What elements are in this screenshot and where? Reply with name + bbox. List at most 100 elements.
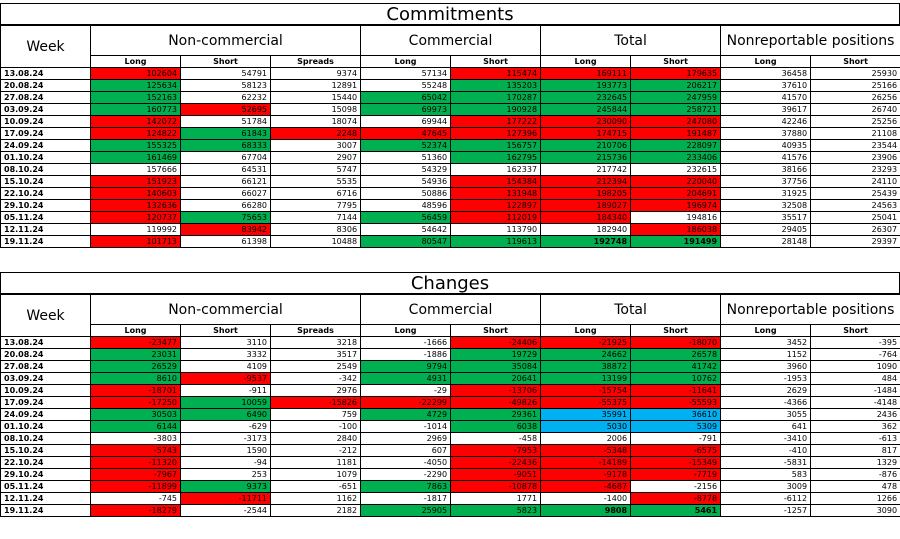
commercial-header: Commercial — [360, 25, 542, 56]
sub-header: Short — [630, 55, 722, 68]
table-row: 17.09.24 -17250 10059 -15826 -22299 -49826 -55… — [0, 396, 900, 409]
value-cell: 24110 — [810, 175, 900, 188]
table-row: 27.08.24 26529 4109 2549 9794 35084 38872 41742… — [0, 360, 900, 373]
value-cell: 61843 — [180, 127, 271, 140]
value-cell: -1400 — [540, 492, 632, 505]
value-cell: 127396 — [450, 127, 542, 140]
value-cell: -6112 — [720, 492, 812, 505]
value-cell: -29 — [360, 384, 452, 397]
value-cell: -395 — [810, 336, 900, 349]
value-cell: 1079 — [269, 468, 362, 481]
value-cell: 233406 — [630, 151, 722, 164]
value-cell: 3110 — [180, 336, 271, 349]
value-cell: 142072 — [90, 115, 181, 128]
value-cell: -13706 — [450, 384, 542, 397]
value-cell: 583 — [720, 468, 812, 481]
value-cell: 1590 — [180, 444, 271, 457]
table-row: 15.10.24 151923 66121 5535 54936 154384 212394… — [0, 175, 900, 188]
value-cell: 10762 — [630, 372, 722, 385]
week-cell: 17.09.24 — [0, 396, 91, 409]
week-cell: 12.11.24 — [0, 492, 91, 505]
value-cell: 25166 — [810, 79, 900, 92]
week-header: Week — [0, 294, 91, 337]
value-cell: 37610 — [720, 79, 812, 92]
value-cell: 177222 — [450, 115, 542, 128]
value-cell: 66280 — [180, 199, 271, 212]
value-cell: 6144 — [90, 420, 181, 433]
value-cell: -9178 — [540, 468, 632, 481]
week-cell: 27.08.24 — [0, 360, 91, 373]
value-cell: -613 — [810, 432, 900, 445]
value-cell: 52695 — [180, 103, 271, 116]
sub-header: Long — [360, 55, 452, 68]
value-cell: 3332 — [180, 348, 271, 361]
value-cell: -49826 — [450, 396, 542, 409]
value-cell: 122897 — [450, 199, 542, 212]
value-cell: 2006 — [540, 432, 632, 445]
value-cell: 151923 — [90, 175, 181, 188]
value-cell: 51784 — [180, 115, 271, 128]
value-cell: 112019 — [450, 211, 542, 224]
value-cell: 24662 — [540, 348, 632, 361]
value-cell: 18074 — [269, 115, 362, 128]
value-cell: 54642 — [360, 223, 452, 236]
value-cell: -212 — [269, 444, 362, 457]
value-cell: 35517 — [720, 211, 812, 224]
week-cell: 13.08.24 — [0, 67, 91, 80]
value-cell: 154384 — [450, 175, 542, 188]
value-cell: 2549 — [269, 360, 362, 373]
value-cell: 30503 — [90, 408, 181, 421]
value-cell: 55248 — [360, 79, 452, 92]
value-cell: 193773 — [540, 79, 632, 92]
value-cell: 8306 — [269, 223, 362, 236]
week-cell: 01.10.24 — [0, 151, 91, 164]
value-cell: -10878 — [450, 480, 542, 493]
value-cell: 23293 — [810, 163, 900, 176]
changes-title: Changes — [0, 272, 900, 294]
value-cell: 7144 — [269, 211, 362, 224]
sub-header: Short — [180, 55, 271, 68]
table-row: 24.09.24 30503 6490 759 4729 29361 35991 36610 3… — [0, 408, 900, 421]
value-cell: 198205 — [540, 187, 632, 200]
sub-header: Spreads — [269, 324, 362, 337]
value-cell: 157666 — [90, 163, 181, 176]
value-cell: 196974 — [630, 199, 722, 212]
value-cell: 5030 — [540, 420, 632, 433]
value-cell: 101713 — [90, 235, 181, 248]
value-cell: -18070 — [630, 336, 722, 349]
value-cell: 1181 — [269, 456, 362, 469]
value-cell: -2544 — [180, 504, 271, 517]
table-row: 05.11.24 -11899 9373 -651 7863 -10878 -4687 -21… — [0, 480, 900, 493]
value-cell: 759 — [269, 408, 362, 421]
value-cell: -1817 — [360, 492, 452, 505]
value-cell: 29361 — [450, 408, 542, 421]
value-cell: -5831 — [720, 456, 812, 469]
value-cell: -11641 — [630, 384, 722, 397]
week-cell: 03.09.24 — [0, 103, 91, 116]
value-cell: 38872 — [540, 360, 632, 373]
table-row: 17.09.24 124822 61843 2248 47645 127396 174715… — [0, 127, 900, 140]
table-row: 03.09.24 160773 52695 15098 69973 190928 24584… — [0, 103, 900, 116]
sub-header: Short — [450, 324, 542, 337]
value-cell: 113790 — [450, 223, 542, 236]
value-cell: -8778 — [630, 492, 722, 505]
commitments-section: Commitments Week Non-commercial Commercial… — [0, 3, 900, 248]
sub-header: Short — [810, 324, 900, 337]
value-cell: -3803 — [90, 432, 181, 445]
week-cell: 13.08.24 — [0, 336, 91, 349]
value-cell: 35991 — [540, 408, 632, 421]
value-cell: 6490 — [180, 408, 271, 421]
sub-header: Short — [810, 55, 900, 68]
value-cell: -22299 — [360, 396, 452, 409]
value-cell: 184340 — [540, 211, 632, 224]
week-cell: 27.08.24 — [0, 91, 91, 104]
sub-header: Long — [90, 55, 181, 68]
value-cell: -7967 — [90, 468, 181, 481]
value-cell: -7719 — [630, 468, 722, 481]
sub-header: Long — [360, 324, 452, 337]
table-row: 05.11.24 120737 75653 7144 56459 112019 184340… — [0, 211, 900, 224]
week-cell: 12.11.24 — [0, 223, 91, 236]
value-cell: 220040 — [630, 175, 722, 188]
sub-header: Long — [540, 324, 632, 337]
value-cell: 28148 — [720, 235, 812, 248]
